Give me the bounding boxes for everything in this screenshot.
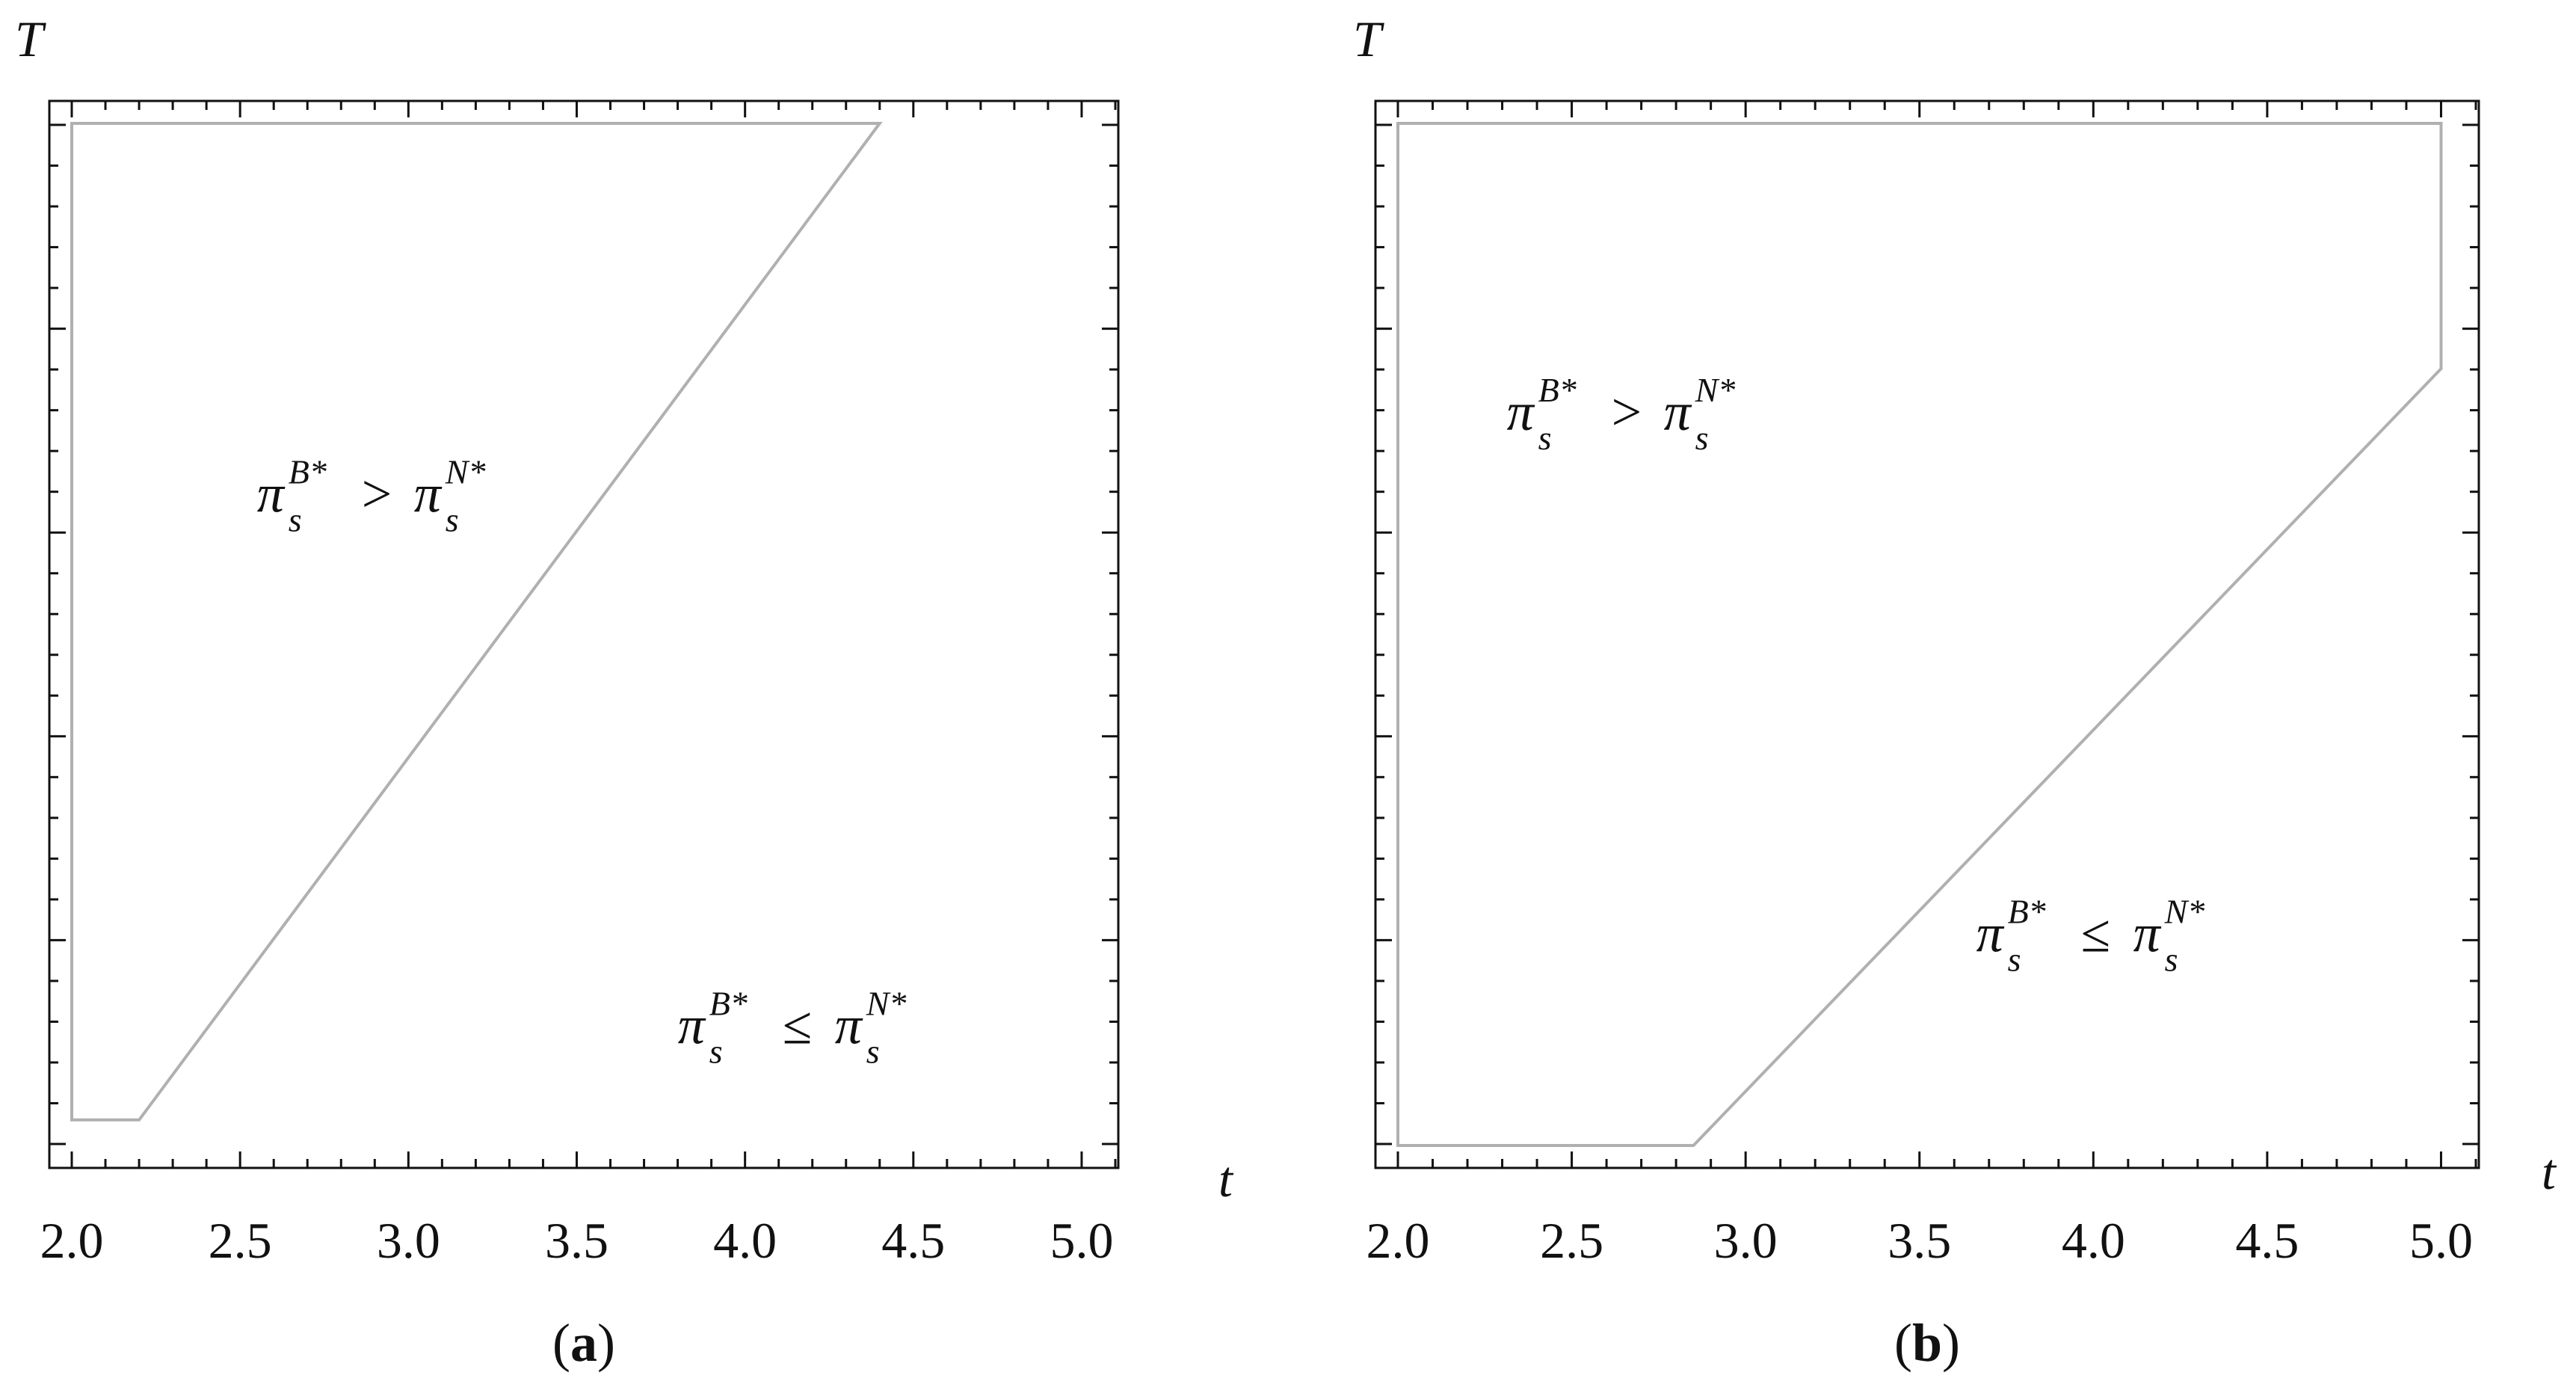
- region-label-part: N*: [2164, 892, 2205, 930]
- x-tick-label: 4.0: [2062, 1212, 2125, 1269]
- x-tick-label: 2.5: [1540, 1212, 1603, 1269]
- region-label-less-equal: π B*s ≤ π N*s: [1976, 892, 2205, 978]
- region-label-part: B*: [289, 452, 327, 490]
- panel-caption: (b): [1894, 1313, 1960, 1373]
- region-label-part: π: [835, 995, 863, 1055]
- region-boundary: [1396, 122, 2443, 1147]
- region-label-part: π: [1664, 382, 1692, 442]
- region-label-part: π: [2133, 903, 2162, 963]
- x-tick-label: 5.0: [1050, 1212, 1113, 1269]
- region-label-part: N*: [866, 984, 907, 1022]
- x-tick-label: 3.0: [377, 1212, 440, 1269]
- region-label-part: N*: [1695, 371, 1736, 409]
- region-label-part: >: [1612, 382, 1642, 442]
- x-axis-label: t: [2542, 1143, 2557, 1200]
- region-label-part: ≤: [2081, 903, 2111, 963]
- x-tick-label: 2.0: [40, 1212, 104, 1269]
- x-tick-label: 3.5: [545, 1212, 608, 1269]
- x-tick-label: 4.5: [881, 1212, 945, 1269]
- region-label-part: s: [2008, 940, 2021, 978]
- region-label-part: s: [2165, 940, 2178, 978]
- region-label-part: π: [414, 464, 443, 523]
- region-label-greater: π B*s > π N*s: [257, 452, 486, 538]
- region-label-part: s: [289, 500, 302, 538]
- x-tick-label: 3.0: [1714, 1212, 1778, 1269]
- region-label-part: s: [1538, 419, 1552, 457]
- plot-frame: [1374, 99, 2480, 1169]
- region-label-part: π: [678, 995, 706, 1055]
- region-label-part: ≤: [783, 995, 813, 1055]
- x-tick-label: 2.0: [1366, 1212, 1430, 1269]
- region-label-part: B*: [2008, 892, 2046, 930]
- region-boundary: [70, 122, 883, 1122]
- region-label-part: >: [362, 464, 392, 523]
- x-tick-label: 4.5: [2235, 1212, 2299, 1269]
- x-tick-label: 5.0: [2409, 1212, 2473, 1269]
- region-label-part: s: [709, 1032, 723, 1070]
- panel-caption: (a): [552, 1313, 615, 1373]
- y-axis-label: T: [1353, 10, 1384, 67]
- region-label-part: B*: [1538, 371, 1577, 409]
- region-label-part: s: [1695, 419, 1709, 457]
- region-label-part: N*: [445, 452, 486, 490]
- x-tick-label: 4.0: [713, 1212, 777, 1269]
- y-axis-label: T: [15, 10, 46, 67]
- region-label-part: s: [866, 1032, 880, 1070]
- region-label-part: π: [1507, 382, 1535, 442]
- region-label-part: π: [1976, 903, 2005, 963]
- x-tick-label: 3.5: [1888, 1212, 1951, 1269]
- plot-frame: [48, 99, 1120, 1169]
- region-label-greater: π B*s > π N*s: [1507, 371, 1736, 457]
- region-label-part: s: [446, 500, 459, 538]
- region-label-part: B*: [709, 984, 748, 1022]
- x-axis-label: t: [1218, 1151, 1234, 1208]
- region-label-less-equal: π B*s ≤ π N*s: [678, 984, 907, 1070]
- x-tick-label: 2.5: [209, 1212, 272, 1269]
- region-label-part: π: [257, 464, 286, 523]
